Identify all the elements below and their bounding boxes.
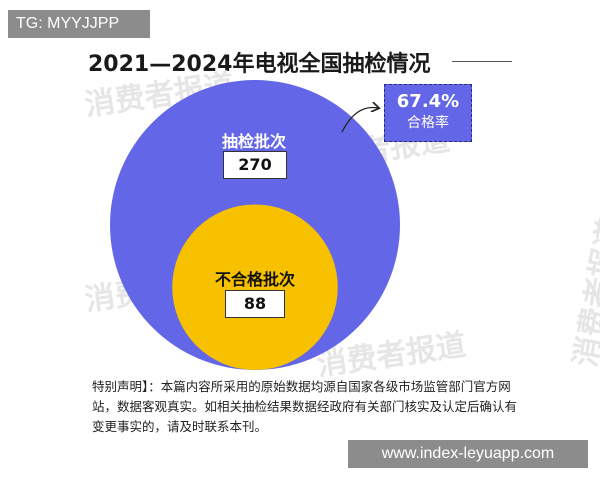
arrow-connector	[341, 108, 378, 133]
inner-value-box: 88	[225, 290, 285, 318]
outer-series-label: 抽检批次	[221, 132, 286, 151]
outer-value-box: 270	[223, 151, 287, 179]
pass-rate-box: 67.4% 合格率	[384, 84, 472, 142]
disclaimer-text: 特别声明】：本篇内容所采用的原始数据均源自国家各级市场监管部门官方网站，数据客观…	[92, 379, 518, 434]
pass-rate-value: 67.4%	[396, 91, 460, 112]
title-rule	[452, 61, 512, 62]
top-watermark-badge: TG: MYYJJPP	[8, 10, 150, 38]
inner-circle-mark	[172, 204, 338, 370]
inner-series-label: 不合格批次	[214, 270, 295, 289]
bottom-watermark-badge: www.index-leyuapp.com	[348, 440, 588, 468]
chart-title: 2021—2024年电视全国抽检情况	[88, 52, 431, 77]
pass-rate-label: 合格率	[407, 115, 449, 131]
